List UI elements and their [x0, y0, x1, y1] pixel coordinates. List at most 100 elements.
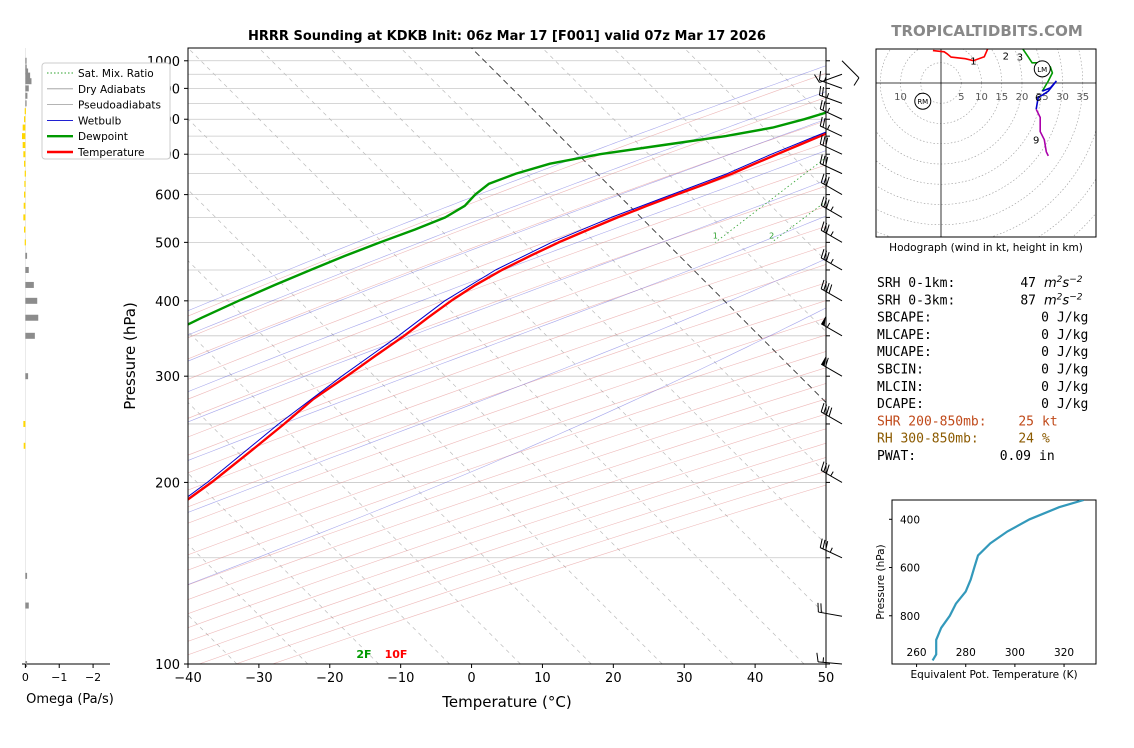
dewpoint-line	[188, 111, 826, 326]
omega-bar	[25, 100, 27, 107]
wind-barb	[818, 70, 843, 89]
omega-bar	[25, 572, 28, 579]
wind-barb-feather	[818, 70, 822, 81]
mixing-ratio-line	[771, 200, 826, 243]
omega-bar	[25, 72, 31, 79]
x-tick-label: 40	[747, 671, 764, 686]
wind-barb	[814, 73, 843, 83]
x-axis-label: Temperature (°C)	[441, 693, 571, 711]
theta-x-tick-label: 320	[1054, 647, 1074, 659]
omega-bar	[25, 85, 29, 92]
omega-bar	[24, 116, 26, 123]
wind-barb	[820, 461, 843, 483]
wind-barb-feather	[822, 136, 826, 146]
wind-barb	[819, 99, 843, 120]
wind-barb	[816, 652, 843, 665]
wind-barb-feather	[825, 199, 830, 209]
moist-adiabat	[188, 118, 826, 362]
dry-adiabat	[188, 264, 826, 491]
wind-barb-shaft	[820, 108, 843, 120]
isotherm-line	[188, 189, 663, 664]
wind-barb-shaft	[820, 469, 843, 483]
stat-value: 0	[1041, 328, 1049, 343]
wind-barb-half-feather	[823, 77, 827, 83]
isotherm-line	[188, 401, 450, 664]
wind-barb-feather	[822, 539, 826, 550]
mixing-ratio-label: 2	[769, 231, 774, 240]
isotherm-line	[188, 543, 309, 664]
hodograph-trace	[1035, 108, 1050, 157]
mixing-ratio-label: 36	[1048, 231, 1058, 240]
dry-adiabat	[188, 164, 826, 400]
wind-barb-feather	[814, 74, 820, 83]
wind-barb-shaft	[820, 182, 843, 196]
wind-barb	[820, 173, 843, 196]
omega-bar	[25, 68, 29, 75]
legend-label: Sat. Mix. Ratio	[78, 68, 154, 80]
y-tick-label: 300	[155, 370, 180, 385]
omega-bar	[25, 602, 29, 609]
hodograph-frame	[875, 48, 1097, 238]
x-tick-label: −10	[387, 671, 414, 686]
wind-barb-feather	[823, 250, 828, 260]
stat-unit: %	[1042, 432, 1050, 447]
theta-x-tick-label: 300	[1005, 647, 1025, 659]
wind-barb-shaft	[820, 229, 843, 243]
omega-bar	[25, 661, 28, 667]
omega-bar	[22, 124, 26, 131]
mixing-ratio-line	[897, 48, 1134, 242]
isotherm-line	[258, 48, 826, 616]
wind-barb-feather	[819, 538, 823, 548]
mixing-ratio-line	[832, 48, 1097, 242]
wind-barb-shaft	[820, 547, 843, 559]
isotherm-line	[471, 48, 826, 404]
x-tick-label: −20	[316, 671, 343, 686]
hodograph-ring-label: 5	[958, 92, 964, 103]
stat-unit: in	[1039, 449, 1055, 464]
hodograph-motion-marker	[1033, 60, 1051, 78]
wind-barb-feather	[825, 224, 830, 234]
mixing-ratio-label: 30	[1028, 231, 1038, 240]
mixing-ratio-label: 16	[961, 231, 971, 240]
legend-label: Dewpoint	[78, 131, 128, 143]
omega-bar	[24, 108, 26, 115]
hodograph-height-marker: 1	[970, 57, 976, 68]
x-tick-label: 20	[605, 671, 622, 686]
wind-barb-feather	[825, 252, 830, 262]
wind-barb-shaft	[820, 163, 843, 175]
omega-bar	[25, 373, 29, 380]
omega-bar	[23, 420, 26, 427]
brand-text: TROPICALTIDBITS.COM	[891, 22, 1083, 40]
theta-e-line	[931, 500, 1085, 661]
theta-x-axis-label: Equivalent Pot. Temperature (K)	[910, 669, 1077, 681]
dry-adiabat	[188, 97, 826, 339]
skewt-frame	[187, 47, 827, 665]
stat-label: MLCIN:	[877, 380, 924, 395]
wind-barb-feather	[820, 221, 825, 231]
wind-barb	[820, 196, 843, 218]
dry-adiabat	[199, 457, 826, 664]
wind-barb	[820, 249, 843, 271]
dry-adiabat	[188, 442, 826, 656]
dry-adiabat	[188, 367, 826, 586]
omega-bar	[25, 64, 27, 71]
hodograph-motion-label: LM	[1037, 66, 1047, 74]
wind-barb-feather	[825, 541, 829, 551]
dry-adiabat	[188, 185, 826, 419]
legend-label: Dry Adiabats	[78, 84, 146, 96]
dry-adiabat	[188, 282, 826, 508]
hodograph-ring-label: 25	[1036, 92, 1049, 103]
y-axis-label: Pressure (hPa)	[121, 302, 139, 410]
x-tick-label: −40	[174, 671, 201, 686]
moist-adiabat	[188, 258, 826, 513]
omega-bar	[22, 133, 26, 140]
wind-barb-feather	[822, 118, 826, 128]
wind-barb-shaft	[819, 79, 843, 89]
omega-bar	[22, 142, 26, 149]
y-tick-label: 200	[155, 476, 180, 491]
omega-bar	[23, 214, 26, 221]
wind-barb	[818, 85, 843, 104]
omega-bar	[25, 252, 28, 259]
wind-barb-feather	[821, 86, 824, 97]
